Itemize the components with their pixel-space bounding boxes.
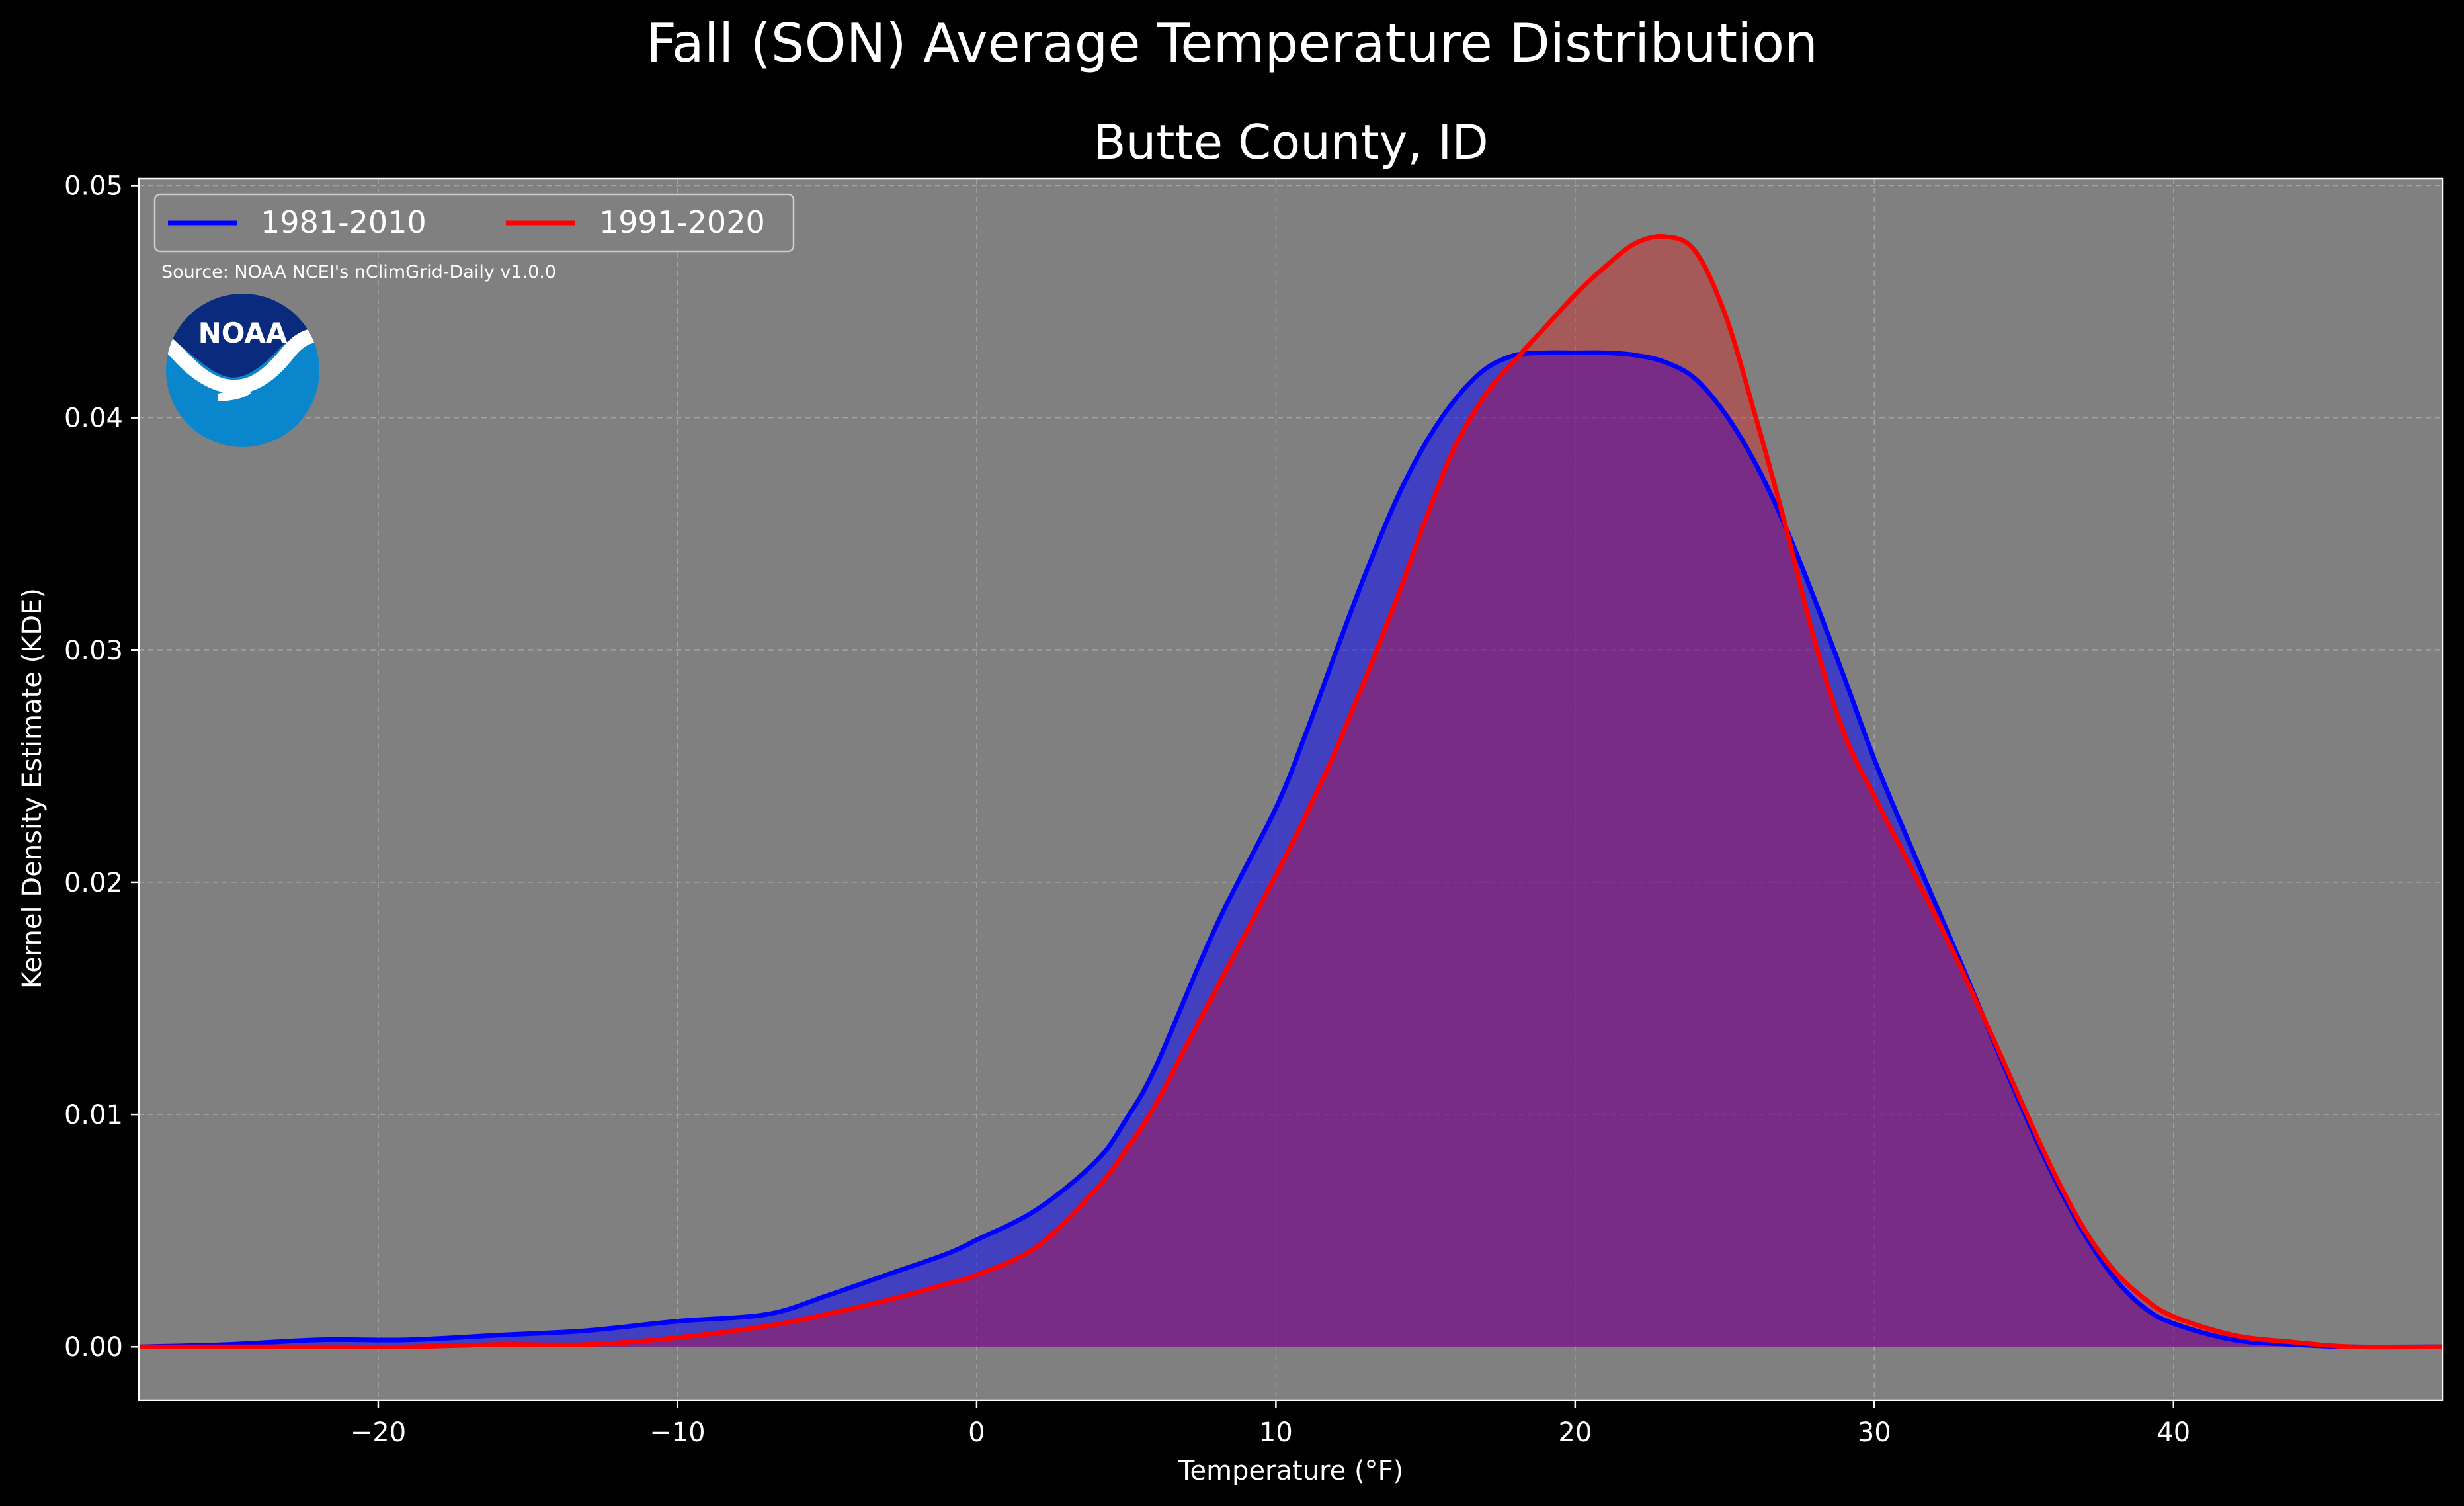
x-tick-label: 10 [1259, 1417, 1293, 1448]
series-line-1991-2020 [139, 233, 2443, 1350]
legend: 1981-2010 1991-2020 [153, 193, 795, 253]
x-axis-label: Temperature (°F) [1178, 1456, 1403, 1486]
y-tick-label: 0.05 [64, 171, 123, 202]
axis-ticks: −20 −10 0 10 20 30 40 0.00 0.01 0.02 0.03 0.04 0.05 [64, 171, 2190, 1448]
chart-title: Butte County, ID [1093, 114, 1489, 170]
plot-frame [138, 177, 2444, 1401]
y-tick-label: 0.00 [64, 1332, 123, 1362]
x-tick-label: 30 [1858, 1417, 1891, 1448]
x-tick-label: −10 [649, 1417, 705, 1448]
figure-suptitle: Fall (SON) Average Temperature Distribut… [646, 13, 1818, 74]
series-layer [139, 233, 2443, 1350]
y-tick-label: 0.02 [64, 868, 123, 898]
x-tick-label: 0 [968, 1417, 985, 1448]
legend-box [153, 193, 795, 253]
noaa-logo: NOAA [166, 294, 319, 447]
legend-label-1991-2020: 1991-2020 [599, 204, 765, 240]
noaa-logo-text: NOAA [198, 317, 288, 349]
y-tick-label: 0.04 [64, 403, 123, 434]
x-tick-label: 20 [1558, 1417, 1592, 1448]
y-tick-label: 0.03 [64, 636, 123, 666]
y-axis-label: Kernel Density Estimate (KDE) [17, 588, 48, 989]
y-tick-label: 0.01 [64, 1100, 123, 1130]
x-tick-label: 40 [2156, 1417, 2190, 1448]
legend-label-1981-2010: 1981-2010 [261, 204, 427, 240]
x-tick-label: −20 [350, 1417, 406, 1448]
series-fill-1991-2020 [139, 236, 2443, 1347]
source-note: Source: NOAA NCEI's nClimGrid-Daily v1.0… [161, 262, 556, 282]
